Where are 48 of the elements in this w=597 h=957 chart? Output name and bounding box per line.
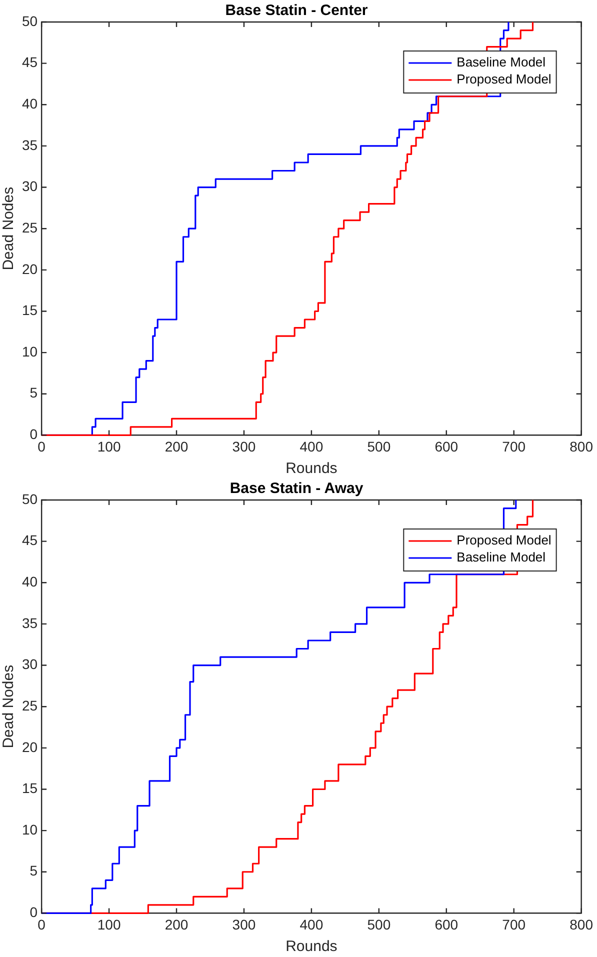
x-tick-label: 800	[570, 438, 594, 454]
legend-label: Proposed Model	[456, 72, 552, 87]
x-tick-label: 300	[232, 916, 256, 932]
legend-label: Proposed Model	[456, 532, 552, 548]
y-tick-label: 45	[22, 54, 38, 70]
y-tick-label: 5	[30, 862, 38, 879]
x-tick-label: 300	[232, 438, 256, 454]
y-tick-label: 5	[30, 384, 38, 401]
y-tick-label: 10	[22, 821, 38, 838]
x-tick-label: 600	[434, 916, 458, 932]
x-tick-label: 700	[502, 916, 526, 932]
y-tick-label: 45	[22, 532, 38, 548]
x-tick-label: 200	[164, 916, 188, 932]
y-tick-label: 50	[22, 12, 38, 29]
x-tick-label: 400	[300, 438, 324, 454]
x-tick-label: 500	[367, 916, 391, 932]
x-tick-label: 100	[97, 916, 121, 932]
y-tick-label: 30	[22, 656, 38, 672]
x-axis-title: Rounds	[286, 938, 338, 956]
y-tick-label: 30	[22, 178, 38, 194]
y-tick-label: 25	[22, 697, 38, 714]
x-axis-title: Rounds	[286, 460, 338, 478]
x-tick-label: 100	[97, 438, 121, 454]
y-tick-label: 40	[22, 574, 38, 590]
x-tick-label: 500	[367, 438, 391, 454]
x-tick-label: 600	[434, 438, 458, 454]
chart-title: Base Statin - Away	[230, 480, 364, 498]
y-tick-label: 10	[22, 343, 38, 360]
y-tick-label: 0	[30, 904, 38, 920]
x-tick-label: 200	[164, 438, 188, 454]
y-tick-label: 35	[22, 614, 38, 631]
y-tick-label: 15	[22, 302, 38, 318]
y-tick-label: 35	[22, 136, 38, 153]
chart-title: Base Statin - Center	[225, 2, 368, 20]
y-tick-label: 40	[22, 96, 38, 112]
y-tick-label: 50	[22, 490, 38, 507]
y-tick-label: 20	[22, 260, 38, 277]
y-tick-label: 0	[30, 426, 38, 442]
x-tick-label: 700	[502, 438, 526, 454]
y-tick-label: 15	[22, 780, 38, 796]
y-axis-title: Dead Nodes	[0, 664, 18, 748]
x-tick-label: 800	[570, 916, 594, 932]
y-tick-label: 25	[22, 219, 38, 236]
legend-label: Baseline Model	[456, 54, 546, 70]
legend-label: Baseline Model	[456, 550, 546, 565]
x-tick-label: 400	[300, 916, 324, 932]
y-tick-label: 20	[22, 738, 38, 755]
y-axis-title: Dead Nodes	[0, 186, 18, 270]
